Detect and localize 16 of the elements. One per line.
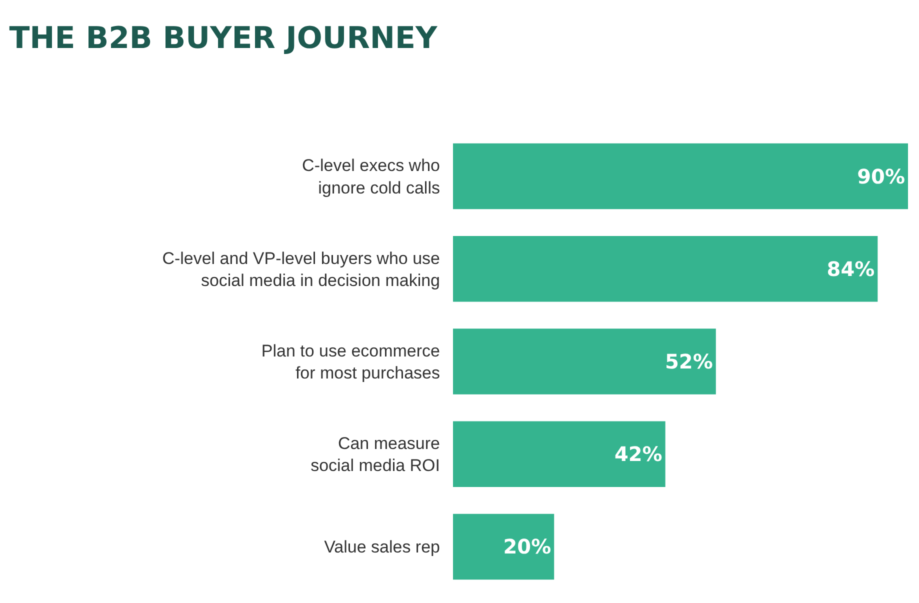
data-label: 90% bbox=[857, 164, 905, 188]
bar bbox=[453, 514, 554, 580]
bar bbox=[453, 328, 716, 394]
y-tick-label: C-level and VP-level buyers who use social media in decision making bbox=[162, 248, 440, 290]
chart-title: THE B2B BUYER JOURNEY bbox=[9, 21, 438, 56]
data-label: 52% bbox=[665, 350, 713, 374]
data-label: 84% bbox=[826, 256, 875, 281]
bar bbox=[453, 421, 666, 487]
y-tick-label: Value sales rep bbox=[324, 538, 440, 557]
y-tick-label: Can measure social media ROI bbox=[310, 434, 440, 476]
bar bbox=[453, 143, 908, 210]
y-tick-label: C-level execs who ignore cold calls bbox=[302, 156, 440, 198]
y-tick-label: Plan to use ecommerce for most purchases bbox=[261, 341, 440, 382]
bar bbox=[453, 236, 878, 302]
data-label: 20% bbox=[503, 534, 552, 559]
data-label: 42% bbox=[614, 442, 662, 466]
